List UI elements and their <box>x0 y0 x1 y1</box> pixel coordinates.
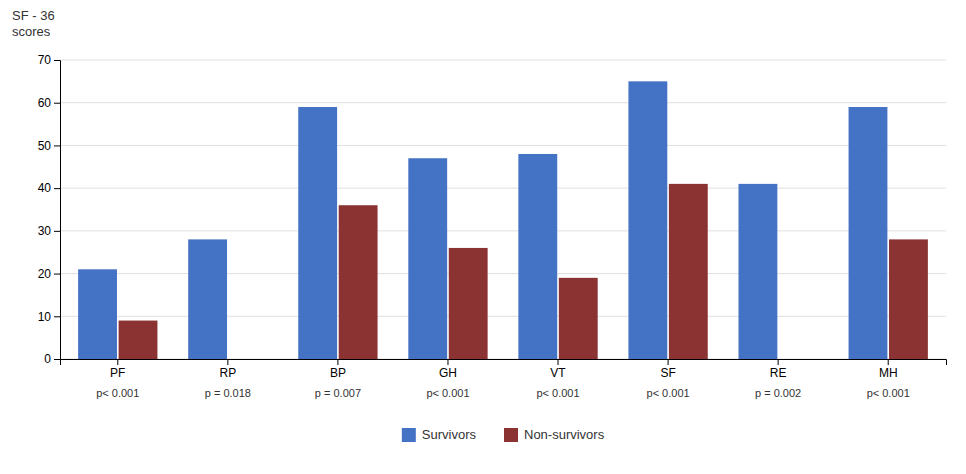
legend-item: Survivors <box>402 427 477 442</box>
bars <box>78 81 928 359</box>
tick: 0 <box>44 352 60 366</box>
legend: Survivors Non-survivors <box>402 427 605 442</box>
tick: 70 <box>38 53 60 67</box>
tick-label: PF <box>110 366 125 380</box>
tick-label: 20 <box>38 267 52 281</box>
x-axis: PF RP BP GH VT SF RE MH <box>61 359 947 380</box>
y-axis: 0 10 20 30 40 50 60 70 <box>38 53 61 366</box>
bar <box>408 158 447 359</box>
bar <box>449 248 488 359</box>
tick: MH <box>879 359 898 380</box>
axis-line <box>61 360 947 366</box>
grid-line <box>60 60 946 61</box>
tick-mark <box>54 359 60 360</box>
tick-label: MH <box>879 366 898 380</box>
bar-series <box>78 81 887 359</box>
annotation: p< 0.001 <box>536 387 579 399</box>
tick-mark <box>668 359 669 365</box>
tick-label: 50 <box>38 139 52 153</box>
bar <box>628 81 667 359</box>
annotation: p = 0.018 <box>205 387 251 399</box>
tick-mark <box>54 103 60 104</box>
tick: 10 <box>38 310 60 324</box>
legend-label: Non-survivors <box>524 427 605 442</box>
tick: VT <box>550 359 566 380</box>
tick: PF <box>110 359 125 380</box>
bar <box>779 359 818 360</box>
plot: 010203040506070PFRPBPGHVTSFREMHp< 0.001p… <box>38 53 947 399</box>
bar <box>78 269 117 359</box>
legend-swatch <box>504 428 518 442</box>
tick-label: 60 <box>38 96 52 110</box>
annotation: p< 0.001 <box>426 387 469 399</box>
tick-label: BP <box>330 366 346 380</box>
annotation: p< 0.001 <box>96 387 139 399</box>
tick-mark <box>117 359 118 365</box>
legend-item: Non-survivors <box>504 427 605 442</box>
tick-mark <box>54 60 60 61</box>
tick-mark <box>54 145 60 146</box>
bar <box>849 107 888 359</box>
axis-line <box>54 61 61 360</box>
tick: GH <box>439 359 457 380</box>
axis-title: scores <box>12 24 51 39</box>
tick-label: SF <box>660 366 675 380</box>
bar <box>339 205 378 359</box>
tick: 30 <box>38 224 60 238</box>
tick: 50 <box>38 139 60 153</box>
legend-label: Survivors <box>422 427 477 442</box>
tick-label: 30 <box>38 224 52 238</box>
tick-label: 0 <box>44 352 51 366</box>
annotation: p< 0.001 <box>647 387 690 399</box>
tick: SF <box>660 359 675 380</box>
grid-line <box>60 230 946 231</box>
bar <box>559 278 598 359</box>
tick-mark <box>54 188 60 189</box>
grid-line <box>60 145 946 146</box>
tick-mark <box>227 359 228 365</box>
tick-mark <box>337 359 338 365</box>
annotation: p = 0.002 <box>755 387 801 399</box>
annotation: p = 0.007 <box>315 387 361 399</box>
tick: 20 <box>38 267 60 281</box>
tick-mark <box>447 359 448 365</box>
tick-mark <box>558 359 559 365</box>
bar <box>298 107 337 359</box>
tick: 60 <box>38 96 60 110</box>
y-axis-title: SF - 36scores <box>12 8 55 39</box>
tick-label: RE <box>770 366 787 380</box>
tick-mark <box>54 231 60 232</box>
bar-series <box>119 184 928 359</box>
bar <box>229 359 268 360</box>
tick-mark <box>54 316 60 317</box>
annotation: p< 0.001 <box>867 387 910 399</box>
axis-title: SF - 36 <box>12 8 55 23</box>
tick-mark <box>888 359 889 365</box>
legend-swatch <box>402 428 416 442</box>
tick-label: GH <box>439 366 457 380</box>
grid <box>60 60 946 359</box>
tick: RE <box>770 359 787 380</box>
tick-label: 10 <box>38 310 52 324</box>
tick: BP <box>330 359 346 380</box>
bar <box>188 239 227 359</box>
chart: 010203040506070PFRPBPGHVTSFREMHp< 0.001p… <box>0 0 966 474</box>
tick-label: RP <box>220 366 237 380</box>
tick: RP <box>220 359 237 380</box>
tick-label: VT <box>550 366 566 380</box>
bar <box>119 321 158 359</box>
annotations: p< 0.001 p = 0.018 p = 0.007 p< 0.001 p< 0.0… <box>96 387 910 399</box>
grid-line <box>60 102 946 103</box>
grid-line <box>60 188 946 189</box>
tick: 40 <box>38 181 60 195</box>
bar <box>518 154 557 359</box>
bar <box>889 239 928 359</box>
tick-label: 40 <box>38 181 52 195</box>
tick-mark <box>778 359 779 365</box>
bar <box>739 184 778 359</box>
bar <box>669 184 708 359</box>
tick-label: 70 <box>38 53 52 67</box>
tick-mark <box>54 274 60 275</box>
